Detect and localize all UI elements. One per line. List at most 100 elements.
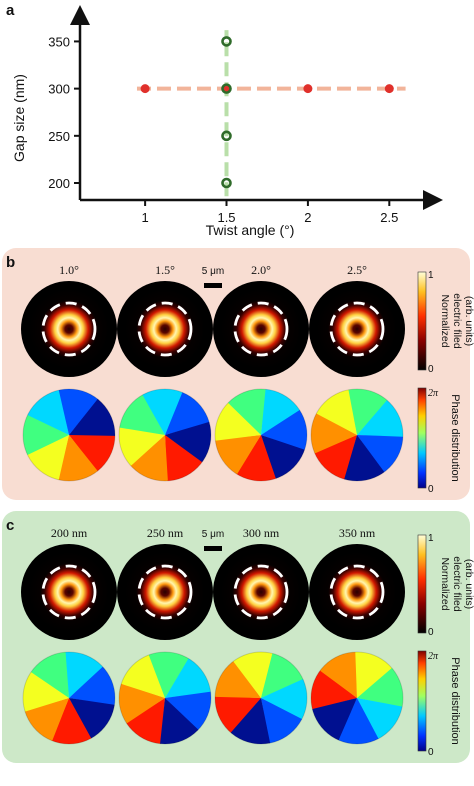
y-tick-label: 300 (48, 82, 70, 97)
phase-colorbar (417, 650, 427, 752)
phase-map (119, 652, 211, 744)
phase-sector (215, 698, 275, 744)
scale-bar-label: 5 μm (202, 266, 224, 277)
panel-a-letter: a (6, 2, 15, 19)
phase-sector (23, 403, 69, 466)
condition-label: 200 nm (51, 526, 88, 540)
phase-sector (218, 652, 280, 698)
panel-c-letter: c (6, 517, 15, 534)
dashed-gap-ring (329, 564, 385, 620)
y-tick-label: 200 (48, 176, 70, 191)
field-colorbar-title: (arb. units) (463, 296, 474, 346)
condition-label: 350 nm (339, 526, 376, 540)
condition-label: 300 nm (243, 526, 280, 540)
phase-sector (165, 688, 211, 744)
phase-sector (165, 435, 211, 481)
y-tick-label: 250 (48, 129, 70, 144)
y-tick-label: 350 (48, 34, 70, 49)
field-colorbar-title: Normalized (439, 294, 451, 347)
x-tick-label: 2 (304, 210, 311, 225)
phase-map (311, 652, 403, 744)
phase-map-edge (310, 651, 404, 745)
phase-sector (69, 652, 115, 710)
data-point-green (221, 36, 232, 47)
phase-sector (357, 652, 403, 713)
field-map-intensity (125, 289, 205, 369)
condition-label: 1.5° (155, 263, 175, 277)
data-point-red (303, 84, 313, 94)
field-colorbar-max: 1 (428, 533, 434, 544)
phase-sector (223, 435, 285, 481)
dashed-gap-ring (137, 564, 193, 620)
phase-sector (140, 652, 202, 698)
data-point-red (140, 84, 150, 94)
dashed-gap-ring (233, 564, 289, 620)
field-colorbar-title: Normalized (439, 557, 451, 610)
phase-sector (119, 435, 170, 481)
field-map-intensity (221, 289, 301, 369)
phase-colorbar-min: 0 (428, 747, 434, 758)
field-map-intensity (29, 289, 109, 369)
phase-map (23, 652, 115, 744)
phase-sector (130, 389, 193, 435)
phase-sector (215, 389, 261, 444)
phase-sector (337, 435, 399, 481)
field-colorbar-title: electric filed (451, 293, 463, 349)
field-map-intensity (29, 552, 109, 632)
x-axis-label: Twist angle (°) (206, 222, 295, 238)
scale-bar (204, 283, 222, 288)
phase-map-edge (214, 651, 308, 745)
phase-map-edge (310, 388, 404, 482)
data-point-red (384, 84, 394, 94)
phase-map-edge (118, 388, 212, 482)
phase-sector (354, 652, 403, 698)
field-map-intensity (317, 552, 397, 632)
phase-colorbar-max: 2π (428, 388, 439, 399)
phase-sector (311, 652, 357, 698)
field-colorbar-min: 0 (428, 627, 434, 638)
phase-sector (261, 389, 307, 435)
phase-sector (52, 435, 113, 481)
phase-sector (327, 698, 390, 744)
phase-map (119, 389, 211, 481)
field-map-intensity (317, 289, 397, 369)
phase-sector (343, 389, 403, 435)
dashed-gap-ring (329, 301, 385, 357)
field-colorbar-max: 1 (428, 270, 434, 281)
phase-sector (42, 698, 104, 744)
phase-map (215, 389, 307, 481)
phase-sector (119, 698, 165, 744)
y-axis-label: Gap size (nm) (11, 74, 27, 162)
phase-sector (215, 389, 270, 435)
condition-label: 250 nm (147, 526, 184, 540)
phase-sector (53, 389, 114, 435)
phase-sector (63, 652, 115, 698)
phase-colorbar-max: 2π (428, 651, 439, 662)
condition-label: 2.5° (347, 263, 367, 277)
phase-sector (119, 422, 165, 481)
dashed-gap-ring (41, 564, 97, 620)
condition-label: 1.0° (59, 263, 79, 277)
gap-vs-twist-chart: 1 1.5 2 2.5 200 250 300 350 Twist angle (°) Ga… (11, 5, 443, 238)
x-tick-label: 1 (141, 210, 148, 225)
phase-sector (357, 389, 403, 440)
phase-sector (165, 415, 211, 477)
phase-sector (215, 652, 261, 698)
phase-map (311, 389, 403, 481)
data-point-green (221, 83, 232, 94)
phase-map-edge (214, 388, 308, 482)
dashed-gap-ring (233, 301, 289, 357)
dashed-gap-ring (41, 301, 97, 357)
gap-size-field-maps: 200 nm 250 nm 300 nm 350 nm 5 μm 1 0 Normalized… (21, 526, 474, 758)
phase-sector (357, 435, 403, 481)
phase-sector (261, 397, 307, 459)
phase-map-edge (118, 651, 212, 745)
phase-sector (157, 698, 211, 744)
field-colorbar (417, 271, 427, 371)
x-tick-label: 2.5 (380, 210, 398, 225)
field-colorbar-title: (arb. units) (463, 559, 474, 609)
phase-colorbar (417, 387, 427, 489)
field-colorbar-min: 0 (428, 364, 434, 375)
phase-colorbar-title: Phase distribution (449, 657, 461, 744)
phase-map-edge (22, 651, 116, 745)
